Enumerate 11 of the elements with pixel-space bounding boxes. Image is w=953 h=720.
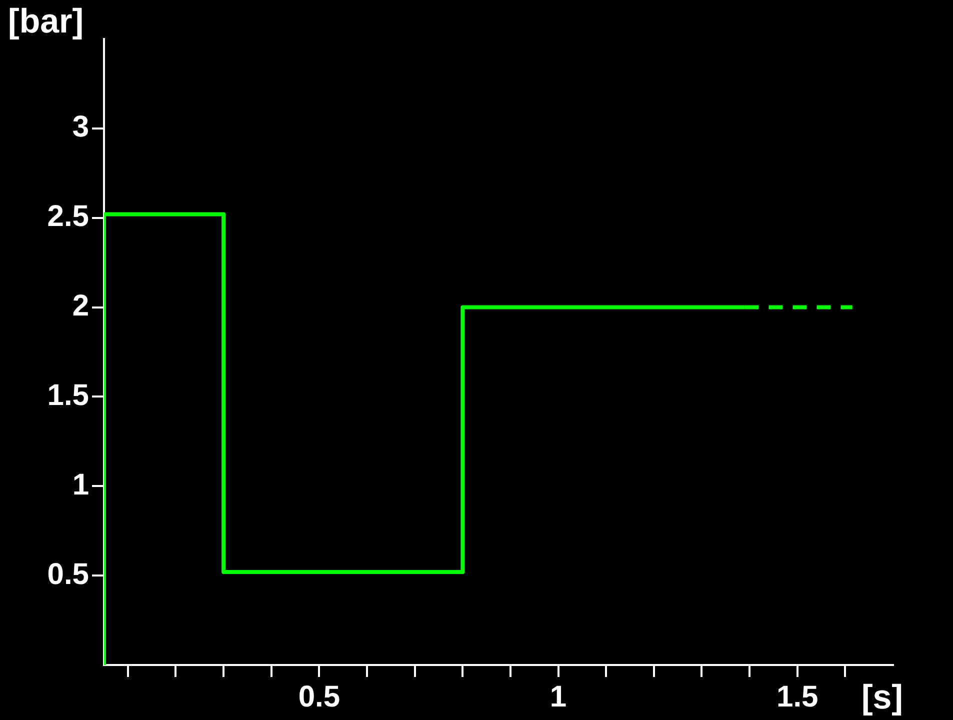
x-tick-label: 1 bbox=[550, 680, 567, 714]
x-tick-label: 0.5 bbox=[298, 680, 340, 714]
y-tick-label: 1 bbox=[72, 468, 89, 502]
y-tick-label: 0.5 bbox=[47, 558, 89, 591]
y-tick-label: 2 bbox=[72, 290, 89, 323]
y-tick-label: 2.5 bbox=[47, 200, 89, 234]
x-axis-title: [s] bbox=[861, 678, 903, 716]
y-tick-label: 3 bbox=[72, 110, 89, 144]
y-tick-label: 1.5 bbox=[47, 378, 89, 412]
y-axis-title: [bar] bbox=[8, 2, 84, 40]
x-tick-label: 1.5 bbox=[776, 680, 818, 714]
